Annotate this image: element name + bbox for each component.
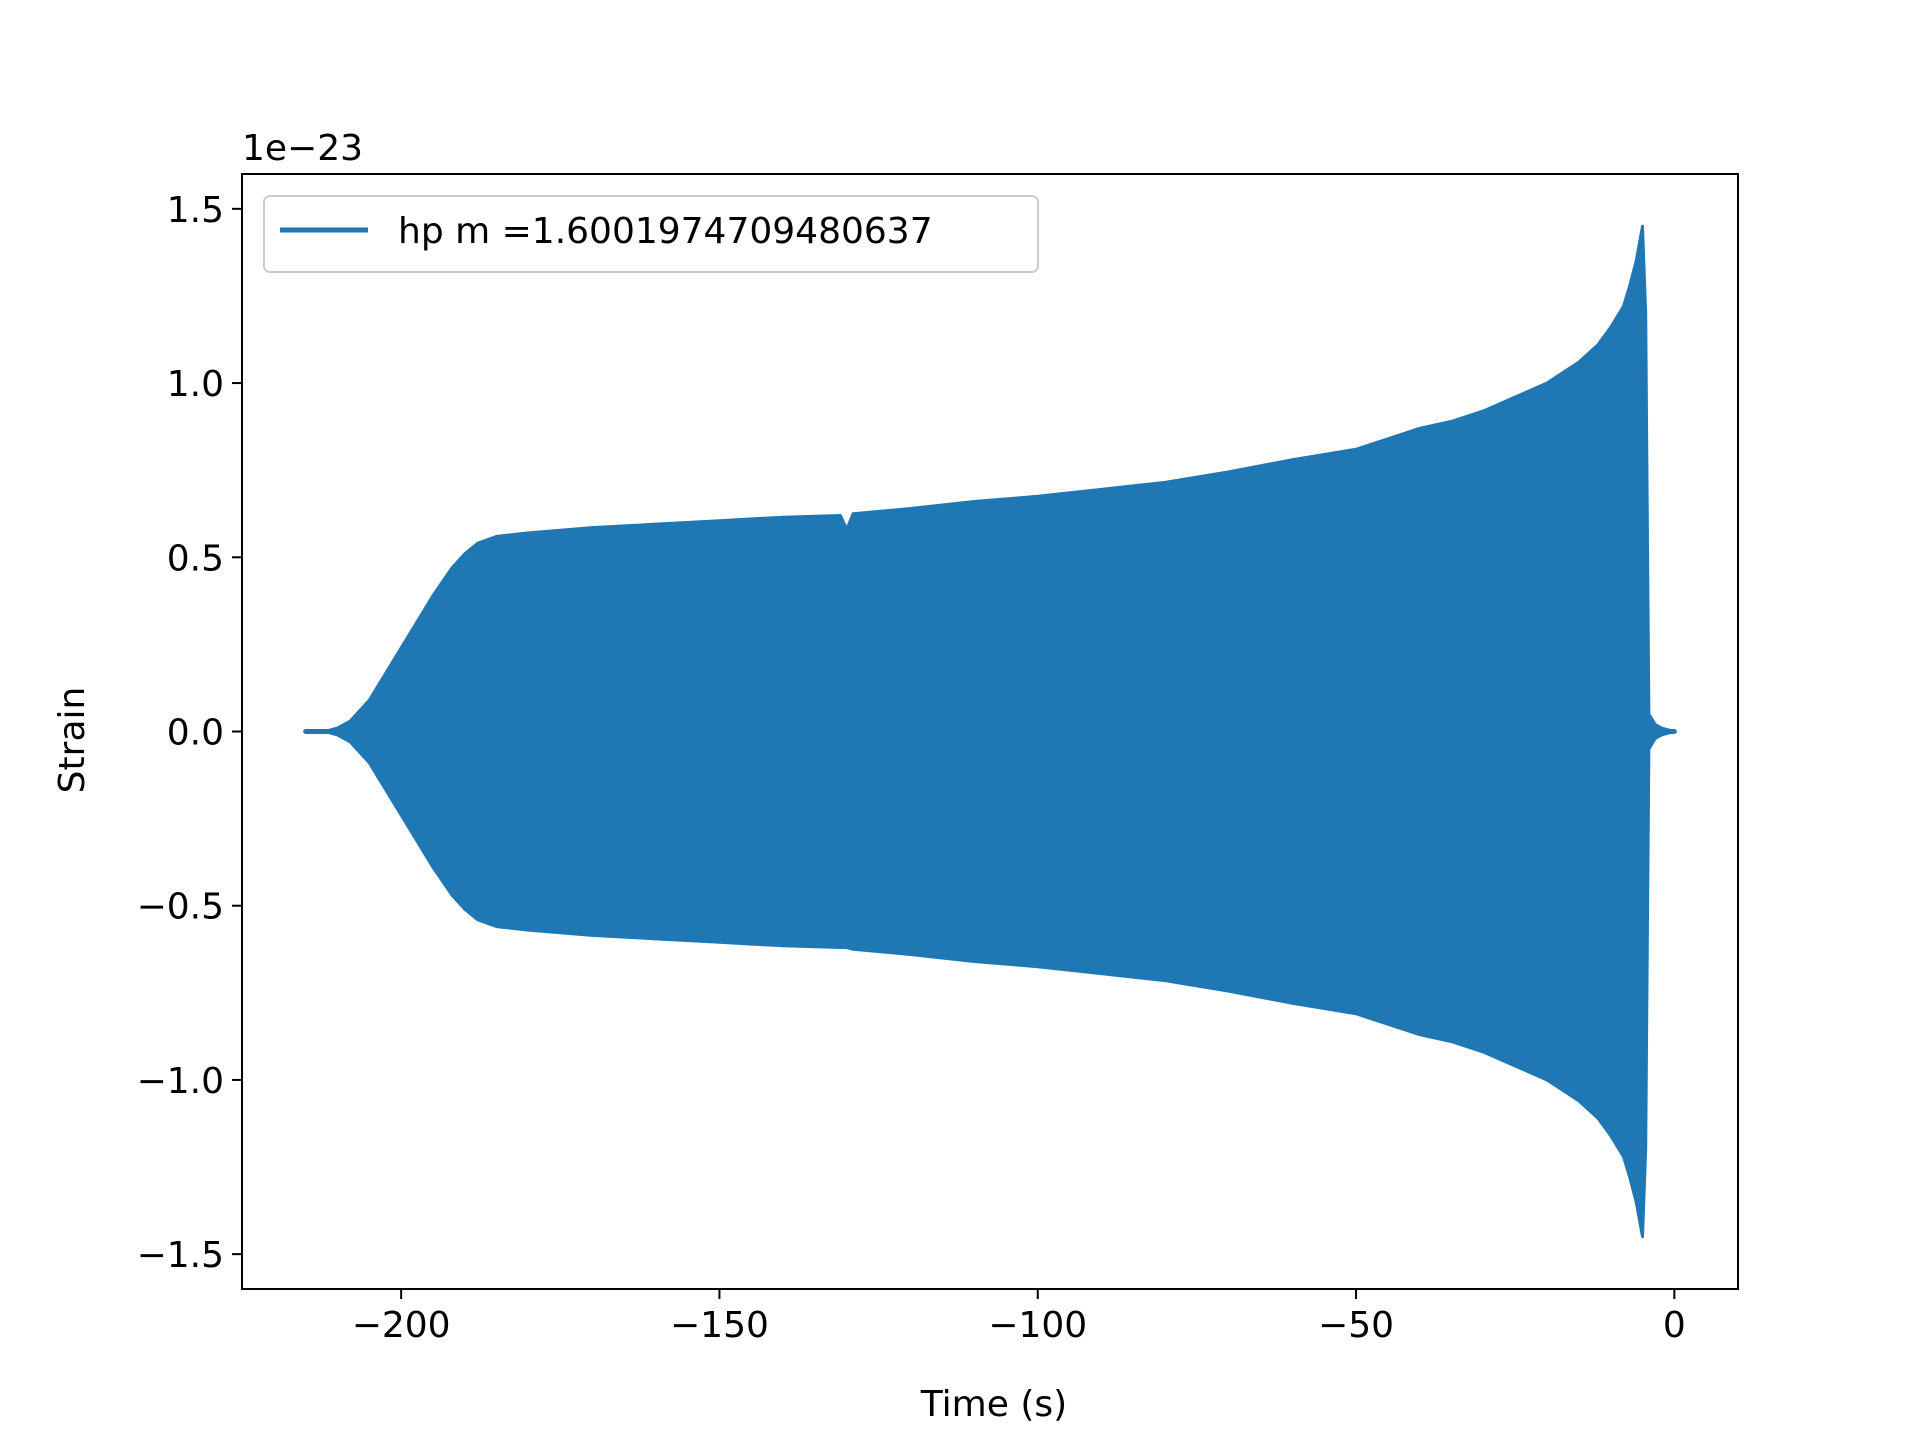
y-axis: −1.5 −1.0 −0.5 0.0 0.5 1.0 1.5 [137,190,242,1276]
y-tick-label: −1.5 [137,1235,224,1276]
y-tick-label: 0.0 [167,713,224,754]
y-tick-label: 0.5 [167,538,224,579]
y-scale-label: 1e−23 [242,128,363,169]
x-axis: −200 −150 −100 −50 0 [352,1289,1686,1346]
legend-label: hp m =1.6001974709480637 [398,211,933,252]
x-axis-label: Time (s) [920,1384,1067,1425]
x-tick-label: 0 [1663,1305,1686,1346]
y-tick-label: −1.0 [137,1061,224,1102]
legend-box [263,195,1039,273]
y-axis-label: Strain [52,687,93,794]
x-tick-label: −50 [1318,1305,1394,1346]
x-tick-label: −150 [670,1305,769,1346]
x-tick-label: −200 [352,1305,451,1346]
series-layer [303,224,1677,1239]
legend: hp m =1.6001974709480637 [263,195,1039,273]
x-tick-label: −100 [988,1305,1087,1346]
y-tick-label: −0.5 [137,887,224,928]
y-tick-label: 1.0 [167,364,224,405]
y-tick-label: 1.5 [167,190,224,231]
